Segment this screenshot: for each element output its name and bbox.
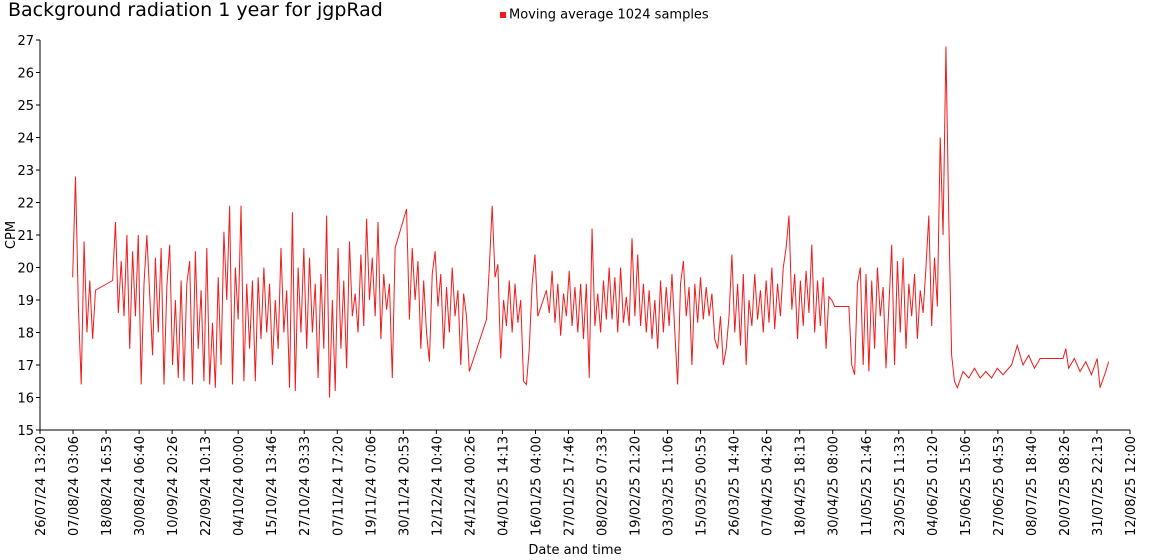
x-tick-label: 11/05/25 21:46 — [860, 436, 875, 536]
legend-swatch — [500, 12, 506, 18]
x-tick-label: 12/08/25 12:00 — [1124, 436, 1139, 536]
y-tick-label: 22 — [17, 197, 34, 212]
x-tick-label: 26/03/25 14:40 — [728, 436, 743, 536]
x-tick-label: 18/04/25 18:13 — [794, 436, 809, 536]
x-tick-label: 15/03/25 00:53 — [695, 436, 710, 536]
y-tick-label: 23 — [17, 164, 34, 179]
y-tick-label: 21 — [17, 229, 34, 244]
x-tick-label: 23/05/25 11:33 — [893, 436, 908, 536]
y-tick-label: 18 — [17, 327, 34, 342]
x-tick-label: 07/04/25 04:26 — [761, 436, 776, 536]
x-tick-label: 30/04/25 08:00 — [827, 436, 842, 536]
x-tick-label: 07/08/24 03:06 — [67, 436, 82, 536]
x-tick-label: 04/10/24 00:00 — [232, 436, 247, 536]
y-tick-label: 19 — [17, 294, 34, 309]
x-tick-label: 30/08/24 06:40 — [133, 436, 148, 536]
x-tick-label: 31/07/25 22:13 — [1091, 436, 1106, 536]
x-tick-label: 26/07/24 13:20 — [34, 436, 49, 536]
x-tick-label: 24/12/24 00:26 — [463, 436, 478, 536]
y-tick-label: 16 — [17, 392, 34, 407]
y-axis-label: CPM — [4, 221, 19, 249]
y-tick-label: 27 — [17, 34, 34, 49]
y-tick-label: 15 — [17, 424, 34, 439]
y-tick-label: 26 — [17, 67, 34, 82]
y-tick-label: 17 — [17, 359, 34, 374]
x-tick-label: 15/10/24 13:46 — [265, 436, 280, 536]
x-tick-label: 19/02/25 21:20 — [629, 436, 644, 536]
x-tick-label: 27/06/25 04:53 — [992, 436, 1007, 536]
x-tick-label: 20/07/25 08:26 — [1058, 436, 1073, 536]
x-tick-label: 10/09/24 20:26 — [166, 436, 181, 536]
x-tick-label: 04/01/25 14:13 — [496, 436, 511, 536]
x-tick-label: 19/11/24 07:06 — [364, 436, 379, 536]
x-tick-label: 22/09/24 10:13 — [199, 436, 214, 536]
x-tick-label: 30/11/24 20:53 — [397, 436, 412, 536]
x-tick-label: 08/07/25 18:40 — [1025, 436, 1040, 536]
x-tick-label: 12/12/24 10:40 — [430, 436, 445, 536]
y-tick-label: 24 — [17, 132, 34, 147]
x-tick-label: 08/02/25 07:33 — [596, 436, 611, 536]
y-tick-label: 25 — [17, 99, 34, 114]
data-line — [72, 46, 1110, 398]
legend-label: Moving average 1024 samples — [509, 8, 709, 23]
x-tick-label: 03/03/25 11:06 — [662, 436, 677, 536]
x-tick-label: 04/06/25 01:20 — [926, 436, 941, 536]
x-axis-label: Date and time — [528, 543, 621, 558]
x-tick-label: 18/08/24 16:53 — [100, 436, 115, 536]
x-tick-label: 15/06/25 15:06 — [959, 436, 974, 536]
y-tick-label: 20 — [17, 262, 34, 277]
chart-title: Background radiation 1 year for jgpRad — [8, 0, 383, 21]
x-tick-label: 27/10/24 03:33 — [298, 436, 313, 536]
x-tick-label: 07/11/24 17:20 — [331, 436, 346, 536]
x-tick-label: 16/01/25 04:00 — [529, 436, 544, 536]
x-tick-label: 27/01/25 17:46 — [562, 436, 577, 536]
